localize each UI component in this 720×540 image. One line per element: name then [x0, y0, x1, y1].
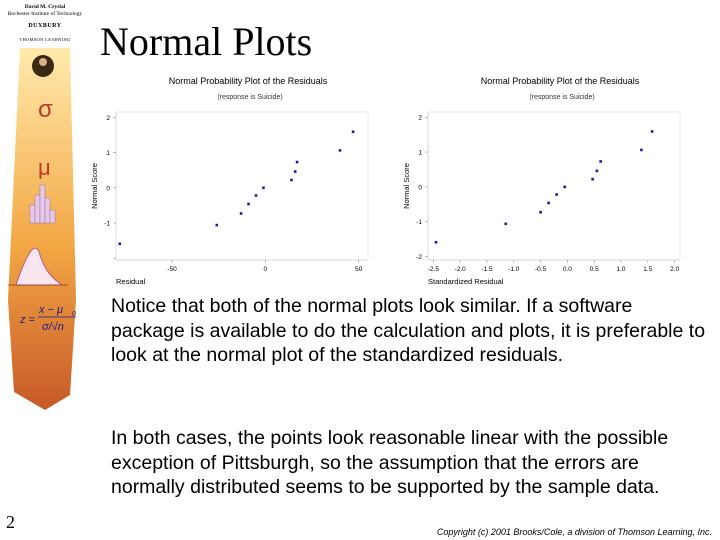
svg-text:z =: z = — [19, 314, 36, 326]
y-tick-label: 2 — [418, 115, 422, 122]
data-point — [295, 160, 299, 164]
data-point — [504, 222, 508, 226]
x-axis-label: Standardized Residual — [428, 277, 504, 286]
y-tick-label: 2 — [106, 115, 110, 122]
data-point — [539, 210, 542, 214]
x-axis-label: Residual — [116, 277, 146, 286]
data-point — [239, 212, 243, 215]
data-point — [563, 185, 567, 189]
plot-frame — [115, 111, 369, 261]
data-point — [338, 149, 342, 152]
x-tick-label: 0.0 — [563, 266, 572, 273]
svg-text:σ/√n: σ/√n — [42, 321, 64, 333]
bell-curve-icon — [15, 247, 64, 286]
copyright-notice: Copyright (c) 2001 Brooks/Cole, a divisi… — [436, 527, 712, 537]
x-tick-label: 2.0 — [670, 266, 679, 273]
data-point — [290, 178, 293, 182]
z-formula: z = x − μ 0 σ/√n — [19, 304, 76, 333]
data-point — [547, 201, 550, 205]
x-tick-label: 50 — [355, 266, 363, 273]
data-point — [293, 170, 297, 173]
normal-plot-standardized: Normal Probability Plot of the Residuals… — [400, 72, 720, 290]
sidebar-decoration: σ μ z = x − μ 0 σ/√n — [8, 48, 76, 410]
y-tick-label: 0 — [106, 185, 110, 192]
x-tick-label: -1.0 — [508, 266, 520, 273]
normal-plot-residuals: Normal Probability Plot of the Residuals… — [88, 72, 408, 290]
plot-frame — [427, 111, 681, 261]
chart-title: Normal Probability Plot of the Residuals — [481, 76, 640, 86]
page-number: 2 — [6, 512, 15, 532]
chart-title: Normal Probability Plot of the Residuals — [169, 76, 328, 86]
x-tick-label: -0.5 — [535, 266, 547, 273]
data-point — [247, 202, 250, 206]
x-tick-label: 0 — [264, 266, 268, 273]
x-tick-label: 1.0 — [616, 266, 625, 273]
data-point — [650, 130, 654, 133]
x-tick-label: -2.0 — [455, 266, 467, 273]
slide-title: Normal Plots — [100, 19, 313, 64]
chart-standardized: Normal Probability Plot of the Residuals… — [402, 76, 681, 286]
x-tick-label: 0.5 — [590, 266, 599, 273]
svg-text:0: 0 — [72, 311, 76, 318]
chart-subtitle: (response is Suicide) — [529, 94, 594, 101]
data-point — [599, 160, 602, 163]
data-point — [254, 194, 258, 197]
brand-publisher: DUXBURY — [28, 23, 62, 29]
mu-symbol: μ — [38, 155, 51, 180]
y-axis-label: Normal Score — [402, 163, 411, 209]
data-point — [215, 223, 219, 227]
x-tick-label: -2.5 — [428, 266, 440, 273]
data-point — [118, 242, 122, 246]
data-point — [640, 148, 643, 152]
paragraph-1: Notice that both of the normal plots loo… — [111, 295, 706, 366]
brand-publisher-sub: THOMSON LEARNING — [19, 37, 71, 42]
y-tick-label: 1 — [418, 150, 422, 157]
y-tick-label: 0 — [418, 184, 422, 191]
publisher-brand: David M. Cryslal Rochester Institute of … — [2, 4, 88, 42]
x-tick-label: -50 — [167, 266, 177, 273]
data-point — [595, 169, 599, 173]
x-tick-label: -1.5 — [481, 266, 493, 273]
sidebar-strip — [8, 48, 76, 410]
data-point — [591, 177, 594, 181]
data-point — [555, 193, 558, 196]
y-tick-label: 1 — [106, 150, 110, 157]
y-axis-label: Normal Score — [90, 163, 99, 209]
chart-subtitle: (response is Suicide) — [217, 94, 282, 101]
y-tick-label: -1 — [416, 219, 422, 226]
data-point — [434, 240, 438, 244]
svg-text:x − μ: x − μ — [38, 304, 63, 316]
chart-residuals: Normal Probability Plot of the Residuals… — [90, 76, 369, 286]
data-point — [262, 186, 265, 190]
brand-author: David M. Cryslal — [24, 4, 66, 10]
x-tick-label: 1.5 — [643, 266, 652, 273]
sigma-symbol: σ — [38, 96, 53, 123]
sidebar: σ μ z = x − μ 0 σ/√n David M. Cryslal Ro… — [0, 0, 90, 540]
paragraph-2: In both cases, the points look reasonabl… — [111, 427, 669, 498]
data-point — [351, 130, 355, 134]
y-tick-label: -1 — [104, 221, 110, 228]
y-tick-label: -2 — [416, 254, 422, 261]
brand-institute: Rochester Institute of Technology — [7, 11, 83, 17]
histogram-icon — [29, 204, 36, 224]
